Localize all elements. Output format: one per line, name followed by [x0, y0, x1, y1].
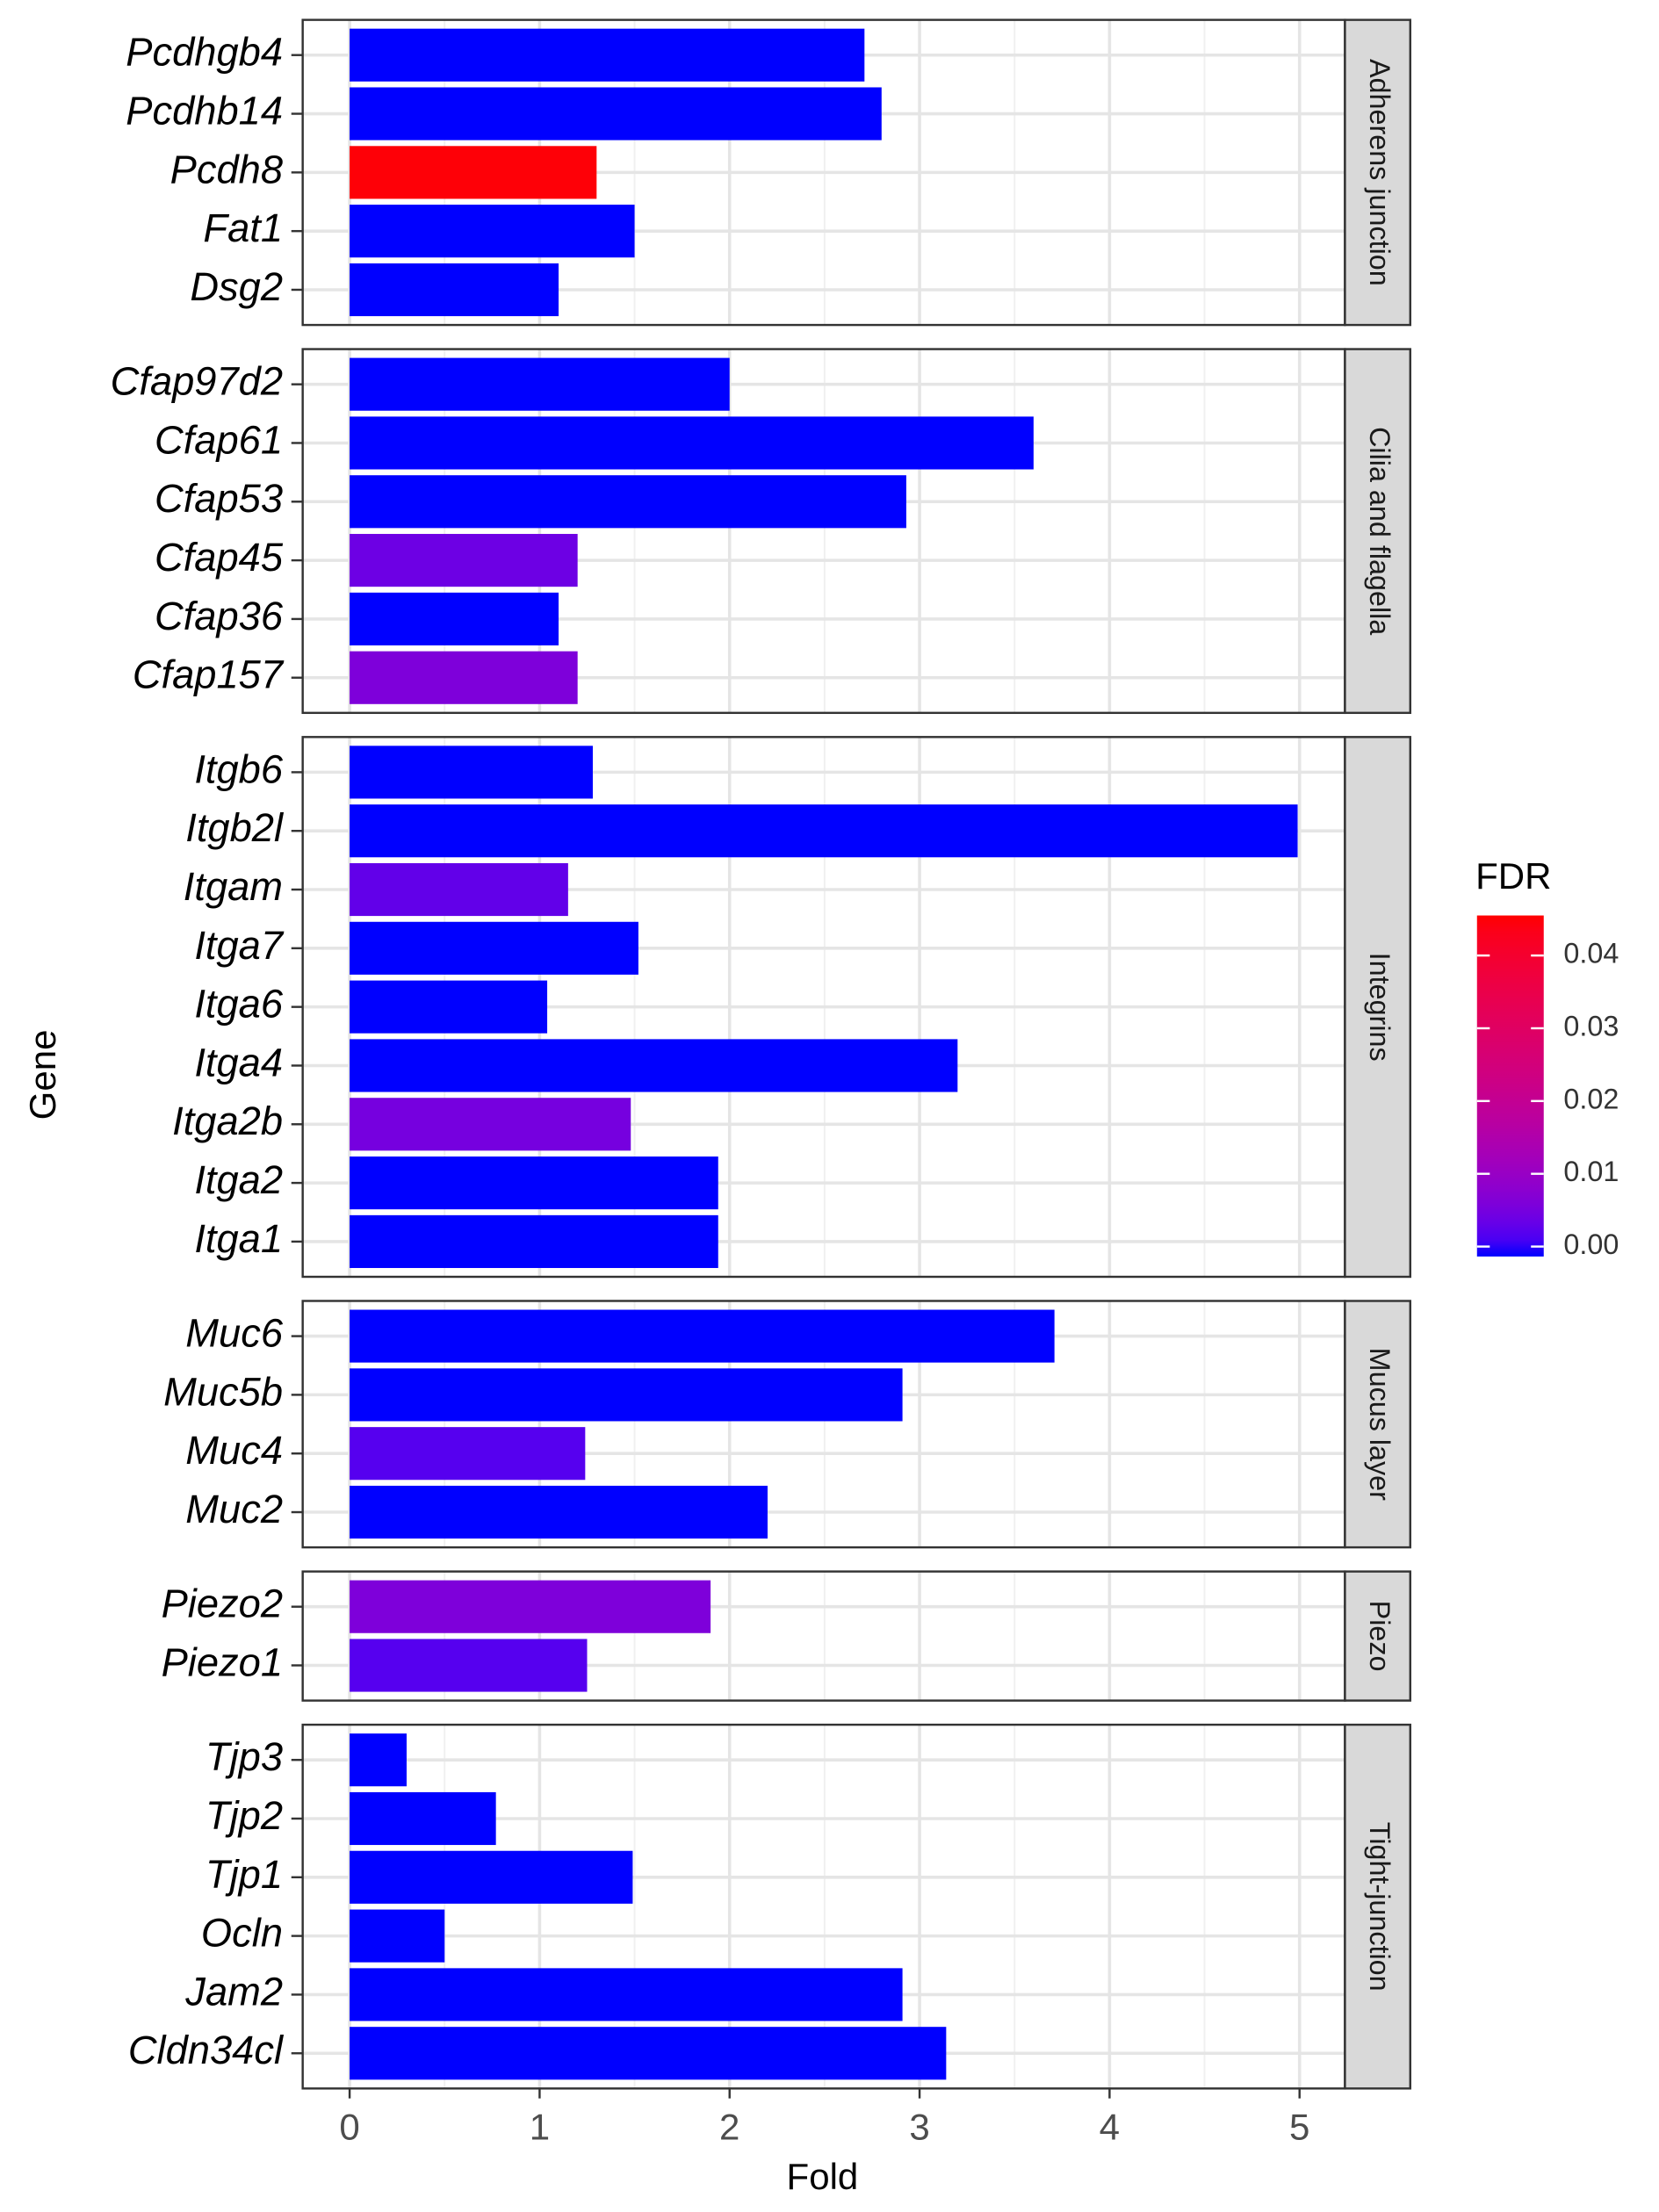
bar	[350, 1214, 718, 1268]
y-tick-label: Itga6	[194, 982, 284, 1027]
bar	[350, 804, 1298, 858]
colorbar-label: 0.01	[1563, 1156, 1619, 1187]
bar	[350, 263, 559, 317]
facet-strip	[1344, 1570, 1411, 1702]
bar	[350, 1427, 586, 1481]
x-tick-label: 4	[1100, 2106, 1120, 2147]
y-tick-label: Tjp2	[206, 1793, 283, 1838]
y-tick-label: Pcdhgb4	[126, 30, 283, 75]
bar	[350, 1639, 588, 1692]
facet-label: Mucus layer	[1364, 1348, 1396, 1502]
bar	[350, 1098, 631, 1151]
facet-label: Piezo	[1364, 1601, 1396, 1672]
bar	[350, 1909, 445, 1963]
bar	[350, 921, 638, 975]
bar	[350, 1485, 768, 1539]
facet-strip	[1344, 18, 1411, 327]
bar	[350, 1850, 633, 1904]
bar	[350, 1368, 903, 1422]
y-tick-label: Itgb2l	[185, 805, 285, 850]
x-tick-label: 1	[530, 2106, 550, 2147]
facet-strip	[1344, 736, 1411, 1279]
facet-label: Integrins	[1364, 953, 1396, 1062]
y-tick-label: Cfap53	[155, 476, 283, 521]
bar	[350, 416, 1034, 470]
bar	[350, 980, 548, 1034]
bar	[350, 87, 882, 141]
facet-label: Adherens junction	[1364, 59, 1396, 286]
x-tick-label: 2	[719, 2106, 739, 2147]
facet-label: Cilia and flagella	[1364, 427, 1396, 635]
y-tick-label: Pcdhb14	[126, 88, 283, 133]
y-tick-label: Itgb6	[194, 746, 284, 791]
colorbar	[1476, 915, 1544, 1257]
y-tick-label: Itga2	[194, 1157, 283, 1202]
bar	[350, 1580, 711, 1633]
y-tick-label: Itgam	[184, 864, 283, 909]
facet-strip	[1344, 1723, 1411, 2090]
bar	[350, 205, 635, 258]
y-tick-label: Tjp3	[206, 1734, 283, 1779]
colorbar-label: 0.04	[1563, 938, 1619, 969]
bar	[350, 357, 730, 411]
y-tick-label: Cldn34cl	[128, 2028, 285, 2072]
y-tick-label: Itga2b	[172, 1099, 283, 1143]
y-tick-label: Itga7	[194, 923, 285, 968]
colorbar-label: 0.00	[1563, 1228, 1619, 1260]
y-tick-label: Ocln	[201, 1911, 283, 1956]
bar	[350, 746, 593, 799]
bar	[350, 1968, 903, 2021]
x-tick-label: 5	[1289, 2106, 1309, 2147]
bar	[350, 2027, 947, 2080]
y-tick-label: Cfap61	[155, 417, 283, 462]
facet-strip	[1344, 348, 1411, 715]
y-tick-label: Muc5b	[163, 1369, 283, 1414]
legend-title: FDR	[1475, 855, 1551, 897]
bar	[350, 1156, 718, 1210]
bar	[350, 1309, 1055, 1363]
y-tick-label: Cfap157	[133, 652, 285, 697]
y-tick-label: Tjp1	[206, 1852, 283, 1897]
y-axis-title: Gene	[22, 1030, 63, 1120]
colorbar-label: 0.03	[1563, 1011, 1619, 1042]
y-tick-label: Itga4	[194, 1040, 283, 1084]
y-tick-label: Pcdh8	[170, 147, 283, 191]
y-tick-label: Cfap97d2	[111, 359, 283, 404]
bar	[350, 1039, 958, 1092]
bar	[350, 1791, 496, 1846]
y-tick-label: Cfap36	[155, 594, 284, 638]
bar	[350, 651, 578, 704]
y-tick-label: Piezo1	[162, 1639, 283, 1684]
bar	[350, 475, 906, 529]
x-tick-label: 0	[339, 2106, 359, 2147]
y-tick-label: Muc2	[185, 1487, 283, 1531]
y-tick-label: Fat1	[203, 205, 283, 250]
y-tick-label: Itga1	[194, 1216, 283, 1261]
colorbar-label: 0.02	[1563, 1083, 1619, 1114]
y-tick-label: Muc6	[185, 1311, 284, 1356]
y-tick-label: Jam2	[184, 1969, 283, 2014]
y-tick-label: Muc4	[185, 1428, 283, 1473]
x-axis-title: Fold	[787, 2156, 859, 2197]
y-tick-label: Piezo2	[162, 1582, 283, 1626]
y-tick-label: Cfap45	[155, 535, 284, 580]
bar	[350, 862, 568, 917]
bar	[350, 1733, 407, 1787]
facet-strip	[1344, 1300, 1411, 1549]
x-tick-label: 3	[909, 2106, 929, 2147]
bar	[350, 28, 865, 82]
y-tick-label: Dsg2	[190, 264, 283, 309]
bar	[350, 592, 559, 645]
facet-label: Tight-junction	[1364, 1822, 1396, 1992]
bar	[350, 534, 578, 587]
bar	[350, 146, 597, 199]
